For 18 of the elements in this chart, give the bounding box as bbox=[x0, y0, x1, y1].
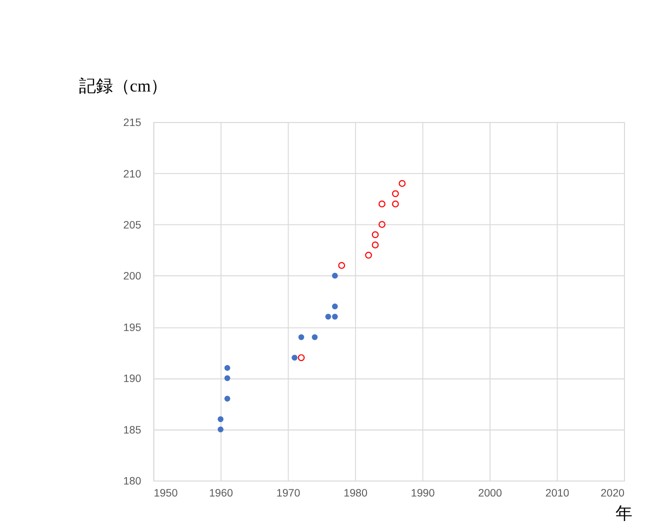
y-tick-label: 210 bbox=[123, 168, 142, 180]
y-tick-label: 215 bbox=[123, 117, 142, 130]
x-tick-label: 1980 bbox=[344, 487, 368, 500]
x-tick-label: 2000 bbox=[478, 487, 502, 500]
x-tick-label: 1960 bbox=[209, 487, 234, 500]
y-tick-label: 200 bbox=[123, 270, 142, 283]
y-tick-label: 195 bbox=[123, 322, 142, 334]
x-tick-label: 2010 bbox=[545, 487, 570, 500]
y-tick-label: 180 bbox=[123, 476, 142, 488]
x-tick-label: 1970 bbox=[276, 487, 300, 500]
y-tick-label: 190 bbox=[123, 373, 142, 386]
x-tick-label: 1950 bbox=[154, 487, 178, 500]
y-tick-label: 185 bbox=[123, 424, 142, 436]
x-tick-label: 1990 bbox=[410, 487, 435, 500]
x-axis-title: 年 bbox=[616, 504, 633, 524]
y-tick-label: 205 bbox=[123, 219, 142, 232]
y-axis-title: 記録（cm） bbox=[78, 76, 168, 96]
x-tick-label: 2020 bbox=[600, 487, 625, 500]
